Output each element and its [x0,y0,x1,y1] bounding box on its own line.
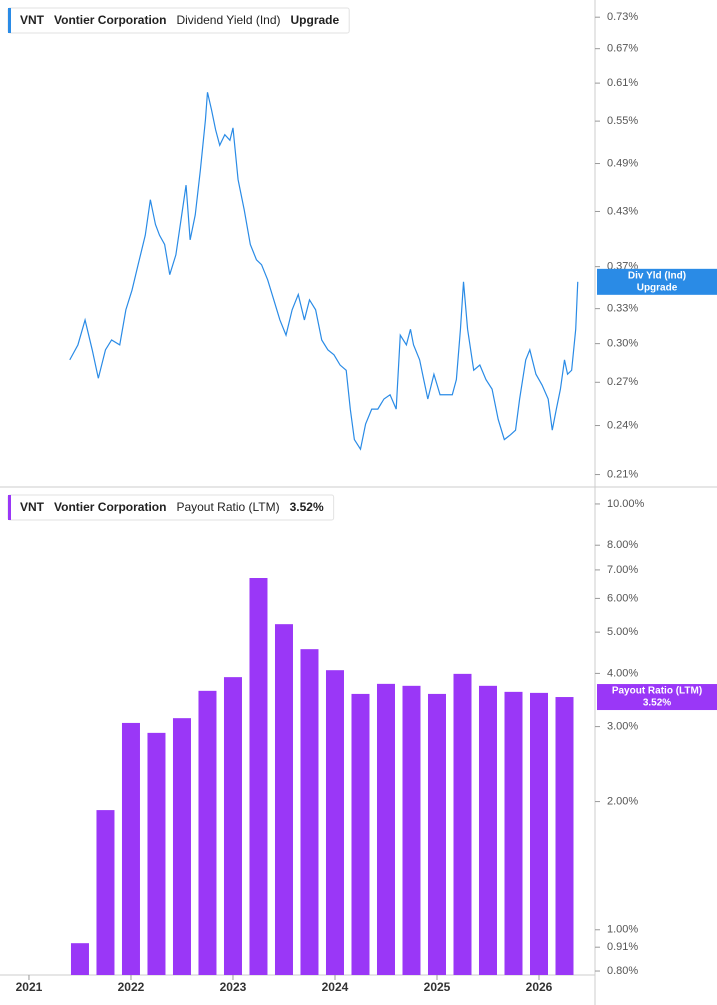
y-tick-label: 0.80% [607,965,638,977]
value-tag-label: Div Yld (Ind) [628,270,686,281]
x-tick-label: 2025 [424,980,451,994]
value-tag [597,268,717,295]
bar [300,649,319,975]
y-tick-label: 0.49% [607,157,638,169]
value-tag-label: Payout Ratio (LTM) [612,686,702,697]
y-tick-label: 0.61% [607,77,638,89]
bar [504,691,523,975]
legend-swatch [8,495,11,520]
value-tag [597,684,717,711]
x-tick-label: 2026 [526,980,553,994]
legend-value: 3.52% [290,500,324,514]
bar [70,943,89,975]
x-tick-label: 2023 [220,980,247,994]
y-tick-label: 0.43% [607,205,638,217]
y-tick-label: 4.00% [607,667,638,679]
x-tick-label: 2024 [322,980,349,994]
bar [147,732,166,975]
y-tick-label: 1.00% [607,924,638,936]
bar [274,624,293,975]
x-tick-label: 2022 [118,980,145,994]
legend-company: Vontier Corporation [54,500,166,514]
legend-series: Payout Ratio (LTM) [176,500,279,514]
bar [121,722,140,975]
value-tag-value: Upgrade [637,282,678,293]
bar [478,685,497,975]
bar [351,693,370,975]
bar [376,683,395,975]
legend-swatch [8,8,11,33]
legend-ticker: VNT [20,500,45,514]
x-tick-label: 2021 [16,980,43,994]
y-tick-label: 0.73% [607,11,638,23]
bar [223,677,242,975]
y-tick-label: 0.24% [607,419,638,431]
y-tick-label: 0.21% [607,468,638,480]
y-tick-label: 0.55% [607,115,638,127]
y-tick-label: 0.91% [607,941,638,953]
value-tag-value: 3.52% [643,698,671,709]
bar [249,578,268,975]
y-tick-label: 0.27% [607,376,638,388]
y-tick-label: 2.00% [607,795,638,807]
y-tick-label: 6.00% [607,592,638,604]
bar [402,685,421,975]
legend-series: Dividend Yield (Ind) [176,13,280,27]
y-tick-label: 8.00% [607,539,638,551]
bar [427,693,446,975]
bar [172,718,191,975]
bar [96,810,115,975]
y-tick-label: 0.33% [607,303,638,315]
y-tick-label: 0.67% [607,43,638,55]
line [69,92,579,451]
y-tick-label: 0.30% [607,338,638,350]
y-tick-label: 5.00% [607,626,638,638]
legend-company: Vontier Corporation [54,13,166,27]
bar [325,670,344,975]
y-tick-label: 3.00% [607,721,638,733]
legend-ticker: VNT [20,13,45,27]
legend-status: Upgrade [291,13,340,27]
bar [529,692,548,975]
y-tick-label: 7.00% [607,564,638,576]
y-tick-label: 10.00% [607,498,645,510]
bar [198,690,217,975]
bar [555,697,574,975]
bar [453,673,472,975]
